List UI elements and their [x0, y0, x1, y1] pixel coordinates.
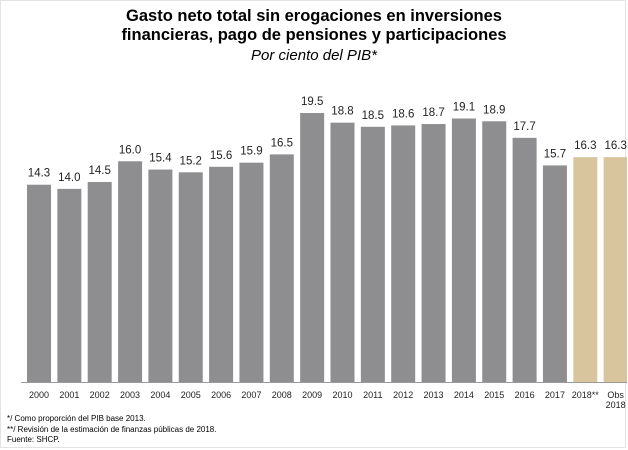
x-tick-label-2: 2002 — [90, 390, 110, 400]
data-label-15: 18.9 — [483, 104, 505, 116]
chart-title-line-1: Gasto neto total sin erogaciones en inve… — [126, 7, 502, 25]
chart-notes: */ Como proporción del PIB base 2013. **… — [7, 414, 216, 446]
bar-2 — [87, 181, 112, 382]
data-label-10: 18.8 — [331, 106, 353, 118]
x-tick-label-6: 2006 — [211, 390, 231, 400]
bar-16 — [512, 137, 537, 382]
chart-title-line-2: financieras, pago de pensiones y partici… — [121, 26, 507, 44]
x-tick-label-13: 2013 — [424, 390, 444, 400]
data-label-19: 16.3 — [604, 140, 626, 152]
x-tick-label-16: 2016 — [515, 390, 535, 400]
bar-13 — [421, 124, 446, 382]
bar-8 — [269, 154, 294, 382]
bar-9 — [300, 113, 325, 382]
bar-19 — [603, 157, 627, 382]
bar-12 — [391, 125, 416, 383]
chart-title: Gasto neto total sin erogaciones en inve… — [1, 7, 627, 45]
data-label-9: 19.5 — [301, 96, 323, 108]
x-tick-label-4: 2004 — [150, 390, 170, 400]
data-label-2: 14.5 — [89, 165, 111, 177]
bar-5 — [178, 172, 203, 382]
x-tick-label-7: 2007 — [241, 390, 261, 400]
x-tick-label-1: 2001 — [59, 390, 79, 400]
x-tick-label-17: 2017 — [545, 390, 565, 400]
bar-15 — [482, 121, 507, 382]
data-label-4: 15.4 — [149, 153, 172, 165]
x-tick-label-11: 2011 — [363, 390, 382, 400]
data-label-12: 18.6 — [392, 108, 414, 120]
x-tick-label-14: 2014 — [454, 390, 474, 400]
bar-18 — [573, 157, 598, 382]
bar-chart: 14.3 2000 14.0 2001 14.5 2002 16.0 2003 15.4 2004… — [21, 96, 627, 410]
x-tick-label-15: 2015 — [484, 390, 504, 400]
bar-4 — [148, 169, 173, 382]
x-tick-label-19: Obs 2018 — [606, 390, 626, 410]
chart-subtitle: Por ciento del PIB* — [251, 47, 377, 64]
x-tick-label-3: 2003 — [120, 390, 140, 400]
note-base-year: */ Como proporción del PIB base 2013. — [7, 414, 146, 423]
data-label-7: 15.9 — [240, 146, 262, 158]
x-tick-label-8: 2008 — [272, 390, 292, 400]
bar-10 — [330, 122, 355, 382]
bar-17 — [542, 165, 567, 382]
data-label-17: 15.7 — [544, 148, 566, 160]
bar-7 — [239, 162, 264, 382]
bar-14 — [451, 118, 476, 383]
data-label-5: 15.2 — [180, 155, 202, 167]
data-label-11: 18.5 — [362, 110, 384, 122]
data-label-3: 16.0 — [119, 144, 141, 156]
source-note: Fuente: SHCP. — [7, 435, 60, 444]
x-tick-label-0: 2000 — [29, 390, 49, 400]
data-label-18: 16.3 — [574, 140, 596, 152]
data-label-13: 18.7 — [422, 107, 444, 119]
x-tick-label-5: 2005 — [181, 390, 201, 400]
bar-3 — [118, 161, 143, 382]
x-tick-label-18: 2018** — [572, 390, 600, 400]
data-label-8: 16.5 — [271, 137, 293, 149]
data-label-0: 14.3 — [28, 168, 50, 180]
note-revision: **/ Revisión de la estimación de finanza… — [7, 424, 217, 434]
bar-0 — [27, 184, 51, 382]
x-tick-label-12: 2012 — [393, 390, 413, 400]
bar-6 — [209, 166, 234, 382]
data-label-14: 19.1 — [453, 102, 475, 114]
data-label-1: 14.0 — [58, 172, 80, 184]
x-tick-label-9: 2009 — [302, 390, 322, 400]
data-label-6: 15.6 — [210, 150, 232, 162]
bar-1 — [57, 188, 82, 382]
data-label-16: 17.7 — [513, 121, 535, 133]
bar-11 — [360, 126, 385, 382]
x-tick-label-10: 2010 — [332, 390, 352, 400]
